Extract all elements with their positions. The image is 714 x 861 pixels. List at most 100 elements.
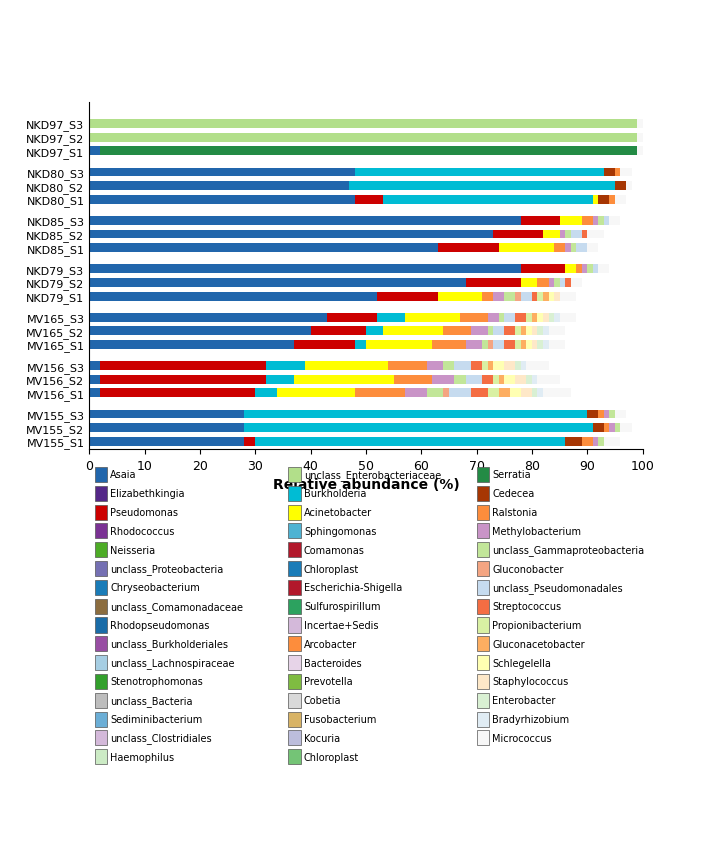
Bar: [388, 362, 427, 370]
Bar: [565, 437, 582, 446]
Bar: [548, 341, 565, 350]
Bar: [538, 327, 543, 336]
Bar: [266, 362, 305, 370]
FancyBboxPatch shape: [477, 731, 489, 746]
Bar: [532, 375, 538, 384]
Text: Acinetobacter: Acinetobacter: [304, 507, 372, 517]
Bar: [532, 313, 538, 322]
Text: Methylobacterium: Methylobacterium: [492, 526, 581, 536]
FancyBboxPatch shape: [288, 674, 301, 689]
Bar: [89, 313, 327, 322]
Bar: [89, 279, 466, 288]
Bar: [615, 195, 626, 204]
Text: Fusobacterium: Fusobacterium: [304, 715, 376, 724]
Bar: [570, 244, 576, 253]
Bar: [565, 231, 570, 239]
Bar: [570, 279, 582, 288]
Bar: [548, 279, 554, 288]
FancyBboxPatch shape: [477, 636, 489, 652]
Bar: [598, 195, 610, 204]
Bar: [438, 292, 482, 301]
FancyBboxPatch shape: [95, 523, 107, 539]
Bar: [543, 389, 570, 398]
Bar: [311, 327, 366, 336]
Bar: [532, 327, 538, 336]
Text: Sphingomonas: Sphingomonas: [304, 526, 376, 536]
Bar: [504, 327, 516, 336]
Bar: [543, 341, 548, 350]
FancyBboxPatch shape: [477, 523, 489, 539]
Bar: [604, 169, 615, 177]
FancyBboxPatch shape: [95, 731, 107, 746]
Text: Bradyrhizobium: Bradyrhizobium: [492, 715, 569, 724]
Bar: [89, 327, 311, 336]
Bar: [598, 217, 604, 226]
Bar: [526, 313, 532, 322]
FancyBboxPatch shape: [288, 655, 301, 671]
Bar: [498, 375, 504, 384]
Bar: [89, 341, 294, 350]
Text: Haemophilus: Haemophilus: [110, 752, 174, 762]
Bar: [443, 389, 449, 398]
Bar: [433, 341, 466, 350]
Text: Chloroplast: Chloroplast: [304, 564, 359, 574]
FancyBboxPatch shape: [95, 468, 107, 482]
Bar: [538, 292, 543, 301]
FancyBboxPatch shape: [95, 599, 107, 614]
Bar: [532, 292, 538, 301]
Bar: [488, 362, 493, 370]
Bar: [393, 375, 433, 384]
Bar: [565, 244, 570, 253]
FancyBboxPatch shape: [95, 693, 107, 708]
FancyBboxPatch shape: [288, 561, 301, 576]
Bar: [349, 182, 615, 191]
Bar: [294, 341, 355, 350]
FancyBboxPatch shape: [288, 486, 301, 501]
Bar: [498, 313, 504, 322]
Bar: [615, 182, 626, 191]
Text: Comamonas: Comamonas: [304, 545, 365, 555]
FancyBboxPatch shape: [288, 599, 301, 614]
Bar: [100, 389, 256, 398]
Bar: [89, 292, 377, 301]
Bar: [244, 410, 587, 419]
Bar: [521, 279, 538, 288]
FancyBboxPatch shape: [95, 580, 107, 595]
FancyBboxPatch shape: [95, 712, 107, 727]
Bar: [510, 389, 521, 398]
FancyBboxPatch shape: [477, 617, 489, 633]
Bar: [488, 327, 493, 336]
Bar: [493, 375, 498, 384]
Bar: [455, 362, 471, 370]
Bar: [433, 375, 455, 384]
Bar: [538, 279, 548, 288]
FancyBboxPatch shape: [288, 712, 301, 727]
Bar: [532, 341, 538, 350]
Bar: [504, 375, 516, 384]
Bar: [460, 313, 488, 322]
Bar: [471, 362, 482, 370]
Text: Sediminibacterium: Sediminibacterium: [110, 715, 203, 724]
Bar: [615, 410, 626, 419]
Bar: [377, 292, 438, 301]
Bar: [438, 244, 498, 253]
FancyBboxPatch shape: [288, 617, 301, 633]
Text: Micrococcus: Micrococcus: [492, 733, 552, 743]
Bar: [244, 437, 256, 446]
Bar: [538, 375, 560, 384]
Bar: [471, 389, 488, 398]
Bar: [516, 327, 521, 336]
Bar: [615, 169, 620, 177]
Text: Serratia: Serratia: [492, 470, 531, 480]
Bar: [560, 292, 576, 301]
Bar: [526, 341, 532, 350]
FancyBboxPatch shape: [477, 674, 489, 689]
Bar: [598, 265, 610, 274]
Text: unclass_Clostridiales: unclass_Clostridiales: [110, 733, 212, 744]
Bar: [626, 182, 632, 191]
Bar: [521, 389, 532, 398]
FancyBboxPatch shape: [288, 542, 301, 558]
Bar: [582, 231, 587, 239]
Text: Elizabethkingia: Elizabethkingia: [110, 489, 185, 499]
Bar: [576, 265, 582, 274]
